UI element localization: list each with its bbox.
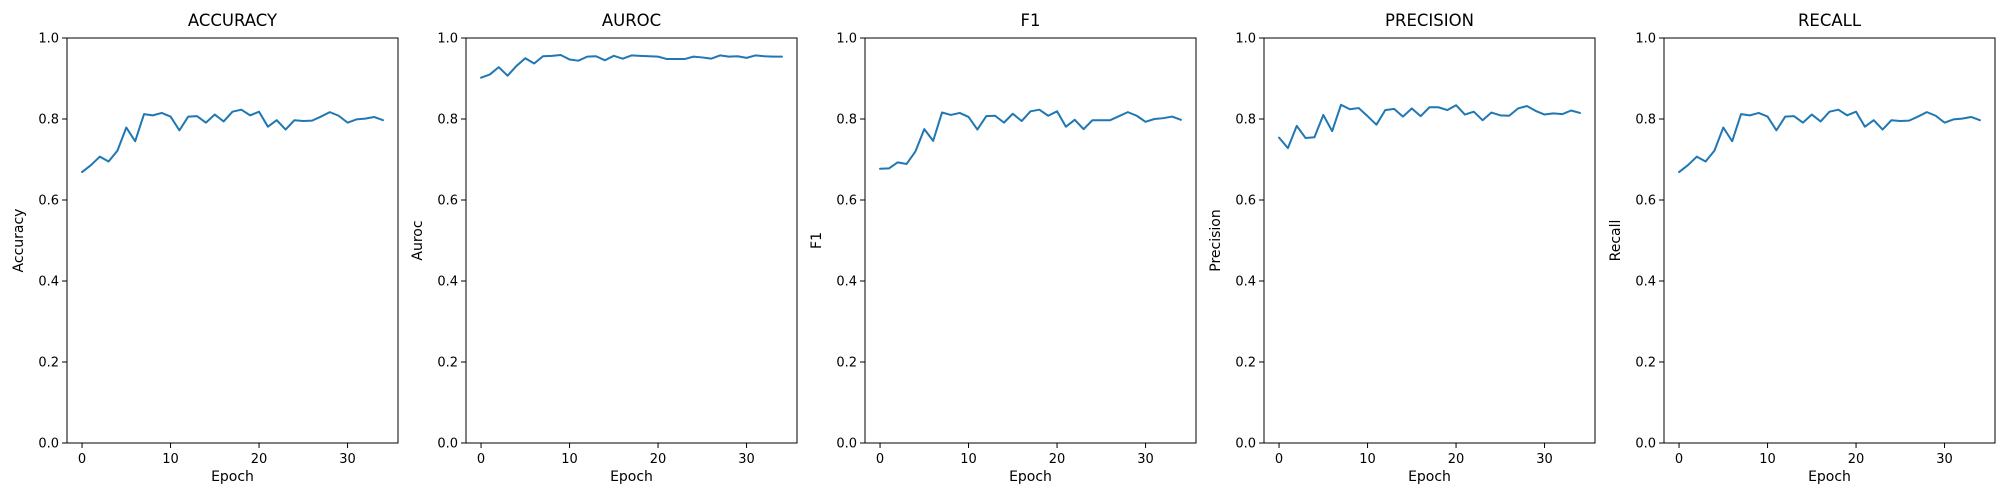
x-tick-label: 30 [738, 452, 755, 467]
axes-frame [465, 37, 798, 444]
chart-title: RECALL [1798, 11, 1862, 30]
y-tick-label: 0.2 [1635, 356, 1656, 371]
y-tick-label: 1.0 [437, 32, 458, 47]
y-tick-label: 0.2 [1235, 356, 1256, 371]
x-tick-label: 20 [251, 452, 268, 467]
x-tick-label: 30 [339, 452, 356, 467]
y-tick-label: 0.6 [1235, 194, 1256, 209]
y-tick-label: 0.6 [38, 194, 59, 209]
chart-panel-f1: F1 0.0 0.2 0.4 0.6 0.8 1.0 0 10 20 30 Epoch F1 [809, 11, 1197, 485]
x-tick-label: 20 [1448, 452, 1465, 467]
x-tick-label: 20 [650, 452, 667, 467]
y-tick-label: 1.0 [1635, 32, 1656, 47]
x-axis-label: Epoch [610, 469, 653, 485]
x-tick-label: 10 [1359, 452, 1376, 467]
series-line [480, 54, 783, 79]
y-tick-label: 0.4 [437, 275, 458, 290]
x-tick-label: 0 [1675, 452, 1683, 467]
chart-title: AUROC [602, 11, 661, 30]
y-tick-label: 0.0 [1235, 437, 1256, 452]
y-axis-label: Recall [1608, 220, 1624, 262]
x-axis-label: Epoch [1808, 469, 1851, 485]
series-line [81, 108, 384, 174]
x-tick-label: 30 [1536, 452, 1553, 467]
y-tick-label: 1.0 [38, 32, 59, 47]
y-tick-label: 0.6 [437, 194, 458, 209]
y-tick-label: 1.0 [836, 32, 857, 47]
x-tick-label: 20 [1848, 452, 1865, 467]
y-tick-label: 0.8 [1635, 113, 1656, 128]
chart-panel-auroc: AUROC 0.0 0.2 0.4 0.6 0.8 1.0 0 10 20 30 Epoch Auroc [410, 11, 798, 485]
series-line [1678, 108, 1981, 174]
x-axis-label: Epoch [211, 469, 254, 485]
chart-title: ACCURACY [188, 11, 278, 30]
axes-frame [1663, 37, 1996, 444]
y-tick-label: 0.4 [836, 275, 857, 290]
chart-title: F1 [1021, 11, 1041, 30]
y-tick-label: 0.6 [836, 194, 857, 209]
y-axis-label: Precision [1208, 209, 1224, 271]
y-tick-label: 0.4 [38, 275, 59, 290]
x-tick-label: 10 [561, 452, 578, 467]
x-tick-label: 10 [162, 452, 179, 467]
axes-frame [66, 37, 399, 444]
y-tick-label: 0.8 [836, 113, 857, 128]
x-tick-label: 0 [876, 452, 884, 467]
series-line [879, 108, 1182, 170]
x-axis-label: Epoch [1009, 469, 1052, 485]
y-tick-label: 0.4 [1635, 275, 1656, 290]
chart-panel-precision: PRECISION 0.0 0.2 0.4 0.6 0.8 1.0 0 10 20 30 Epoch P… [1208, 11, 1596, 485]
y-tick-label: 0.2 [38, 356, 59, 371]
y-tick-label: 0.0 [1635, 437, 1656, 452]
x-tick-label: 0 [78, 452, 86, 467]
y-axis-label: F1 [809, 232, 825, 249]
axes-frame [1263, 37, 1596, 444]
x-tick-label: 10 [960, 452, 977, 467]
x-tick-label: 10 [1759, 452, 1776, 467]
x-tick-label: 0 [477, 452, 485, 467]
x-tick-label: 20 [1049, 452, 1066, 467]
axes-frame [864, 37, 1197, 444]
y-tick-label: 0.2 [836, 356, 857, 371]
x-tick-label: 30 [1137, 452, 1154, 467]
y-axis-label: Auroc [410, 220, 426, 260]
y-tick-label: 0.0 [437, 437, 458, 452]
chart-panel-accuracy: ACCURACY 0.0 0.2 0.4 0.6 0.8 1.0 0 10 20 30 Epoch Ac… [11, 11, 399, 485]
y-tick-label: 0.4 [1235, 275, 1256, 290]
y-tick-label: 0.6 [1635, 194, 1656, 209]
y-tick-label: 0.8 [1235, 113, 1256, 128]
x-axis-label: Epoch [1408, 469, 1451, 485]
y-tick-label: 1.0 [1235, 32, 1256, 47]
y-tick-label: 0.0 [38, 437, 59, 452]
chart-title: PRECISION [1385, 11, 1474, 30]
y-axis-label: Accuracy [11, 209, 27, 273]
x-tick-label: 30 [1936, 452, 1953, 467]
y-tick-label: 0.8 [437, 113, 458, 128]
chart-panel-recall: RECALL 0.0 0.2 0.4 0.6 0.8 1.0 0 10 20 30 Epoch Reca… [1608, 11, 1996, 485]
y-tick-label: 0.2 [437, 356, 458, 371]
y-tick-label: 0.0 [836, 437, 857, 452]
x-tick-label: 0 [1275, 452, 1283, 467]
y-tick-label: 0.8 [38, 113, 59, 128]
series-line [1278, 103, 1581, 150]
